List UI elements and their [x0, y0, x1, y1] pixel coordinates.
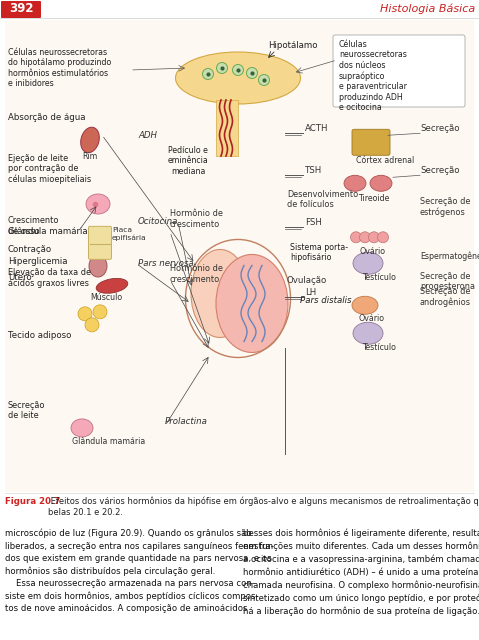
Ellipse shape	[86, 194, 110, 214]
Text: Secreção
de leite: Secreção de leite	[8, 401, 46, 420]
Text: Testículo: Testículo	[362, 273, 396, 282]
Circle shape	[351, 232, 362, 243]
Text: Ovário: Ovário	[359, 314, 385, 323]
Text: LH: LH	[305, 288, 316, 297]
Circle shape	[259, 74, 270, 86]
Ellipse shape	[191, 250, 249, 337]
Bar	[216, 100, 238, 156]
Text: Espermatogênese: Espermatogênese	[420, 252, 479, 261]
Text: Placa
epifisária: Placa epifisária	[112, 227, 147, 241]
Text: Testículo: Testículo	[362, 343, 396, 352]
Text: Absorção de água: Absorção de água	[8, 113, 85, 122]
Text: Hormônio de
crescimento: Hormônio de crescimento	[170, 209, 223, 229]
Ellipse shape	[352, 296, 378, 314]
Ellipse shape	[71, 419, 93, 437]
Ellipse shape	[353, 323, 383, 344]
Text: Rim: Rim	[82, 152, 98, 161]
Text: Efeitos dos vários hormônios da hipófise em órgãos-alvo e alguns mecanismos de r: Efeitos dos vários hormônios da hipófise…	[48, 497, 479, 517]
Bar	[5, 20, 474, 492]
Text: Figura 20.7: Figura 20.7	[5, 497, 60, 506]
Text: Ocitocina: Ocitocina	[138, 217, 178, 226]
Text: Secreção: Secreção	[420, 166, 459, 175]
Text: Secreção de
progesterona: Secreção de progesterona	[420, 272, 475, 291]
Text: Pars nervosa: Pars nervosa	[138, 259, 194, 268]
Circle shape	[377, 232, 388, 243]
Circle shape	[217, 63, 228, 74]
Text: Prolactina: Prolactina	[165, 417, 208, 426]
Text: Sistema porta-
hipofisário: Sistema porta- hipofisário	[290, 243, 348, 262]
Text: ACTH: ACTH	[305, 124, 329, 133]
Text: Pedículo e
eminência
mediana: Pedículo e eminência mediana	[168, 146, 208, 176]
FancyBboxPatch shape	[89, 227, 112, 259]
Text: Músculo: Músculo	[90, 293, 122, 302]
Text: Ovulação: Ovulação	[287, 276, 327, 285]
Text: FSH: FSH	[305, 218, 322, 227]
Text: Elevação da taxa de
ácidos graxos livres: Elevação da taxa de ácidos graxos livres	[8, 268, 91, 288]
Text: Hipotálamo: Hipotálamo	[268, 41, 318, 50]
Text: desses dois hormônios é ligeiramente diferente, resultando
em funções muito dife: desses dois hormônios é ligeiramente dif…	[243, 529, 479, 616]
Text: Córtex adrenal: Córtex adrenal	[356, 156, 414, 165]
Ellipse shape	[80, 127, 99, 153]
Text: Desenvolvimento
de folículos: Desenvolvimento de folículos	[287, 190, 358, 209]
Ellipse shape	[96, 278, 128, 293]
Text: Células
neurossecretoras
dos núcleos
supraóptico
e paraventricular
produzindo AD: Células neurossecretoras dos núcleos sup…	[339, 40, 407, 112]
Text: Hormônio de
crescimento: Hormônio de crescimento	[170, 264, 223, 284]
Ellipse shape	[216, 255, 288, 353]
Circle shape	[247, 67, 258, 79]
Text: Histologia Básica: Histologia Básica	[380, 4, 475, 14]
Circle shape	[368, 232, 379, 243]
Ellipse shape	[353, 252, 383, 275]
Circle shape	[203, 68, 214, 79]
Text: Pars distalis: Pars distalis	[300, 296, 352, 305]
Text: Útero: Útero	[8, 273, 32, 282]
Text: microscópio de luz (Figura 20.9). Quando os grânulos são
liberados, a secreção e: microscópio de luz (Figura 20.9). Quando…	[5, 529, 274, 613]
Text: Secreção de
androgênios: Secreção de androgênios	[420, 287, 471, 307]
Circle shape	[360, 232, 370, 243]
Ellipse shape	[344, 175, 366, 191]
Circle shape	[78, 307, 92, 321]
Circle shape	[85, 318, 99, 332]
Text: Ovário: Ovário	[360, 247, 386, 256]
Text: Hiperglicemia: Hiperglicemia	[8, 257, 68, 266]
Text: Secreção de
estrógenos: Secreção de estrógenos	[420, 197, 470, 217]
Text: Tecido adiposo: Tecido adiposo	[8, 331, 71, 340]
Ellipse shape	[89, 255, 107, 277]
Circle shape	[232, 65, 243, 76]
Text: Glândula mamária: Glândula mamária	[72, 437, 145, 446]
Text: Células neurossecretoras
do hipotálamo produzindo
hormônios estimulatórios
e ini: Células neurossecretoras do hipotálamo p…	[8, 48, 111, 88]
Text: Secreção: Secreção	[420, 124, 459, 133]
Circle shape	[93, 305, 107, 319]
Text: Ejeção de leite
por contração de
células mioepiteliais: Ejeção de leite por contração de células…	[8, 154, 91, 184]
Text: ADH: ADH	[138, 131, 157, 140]
Text: Contração: Contração	[8, 245, 52, 254]
Ellipse shape	[175, 52, 300, 104]
FancyBboxPatch shape	[1, 1, 41, 18]
Text: Crescimento
de osso: Crescimento de osso	[8, 216, 59, 236]
Text: Glândula mamária: Glândula mamária	[8, 227, 88, 236]
FancyBboxPatch shape	[352, 129, 390, 156]
Text: 392: 392	[9, 3, 33, 15]
Ellipse shape	[370, 175, 392, 191]
Text: Tireoide: Tireoide	[358, 195, 389, 204]
Text: TSH: TSH	[305, 166, 322, 175]
FancyBboxPatch shape	[333, 35, 465, 107]
